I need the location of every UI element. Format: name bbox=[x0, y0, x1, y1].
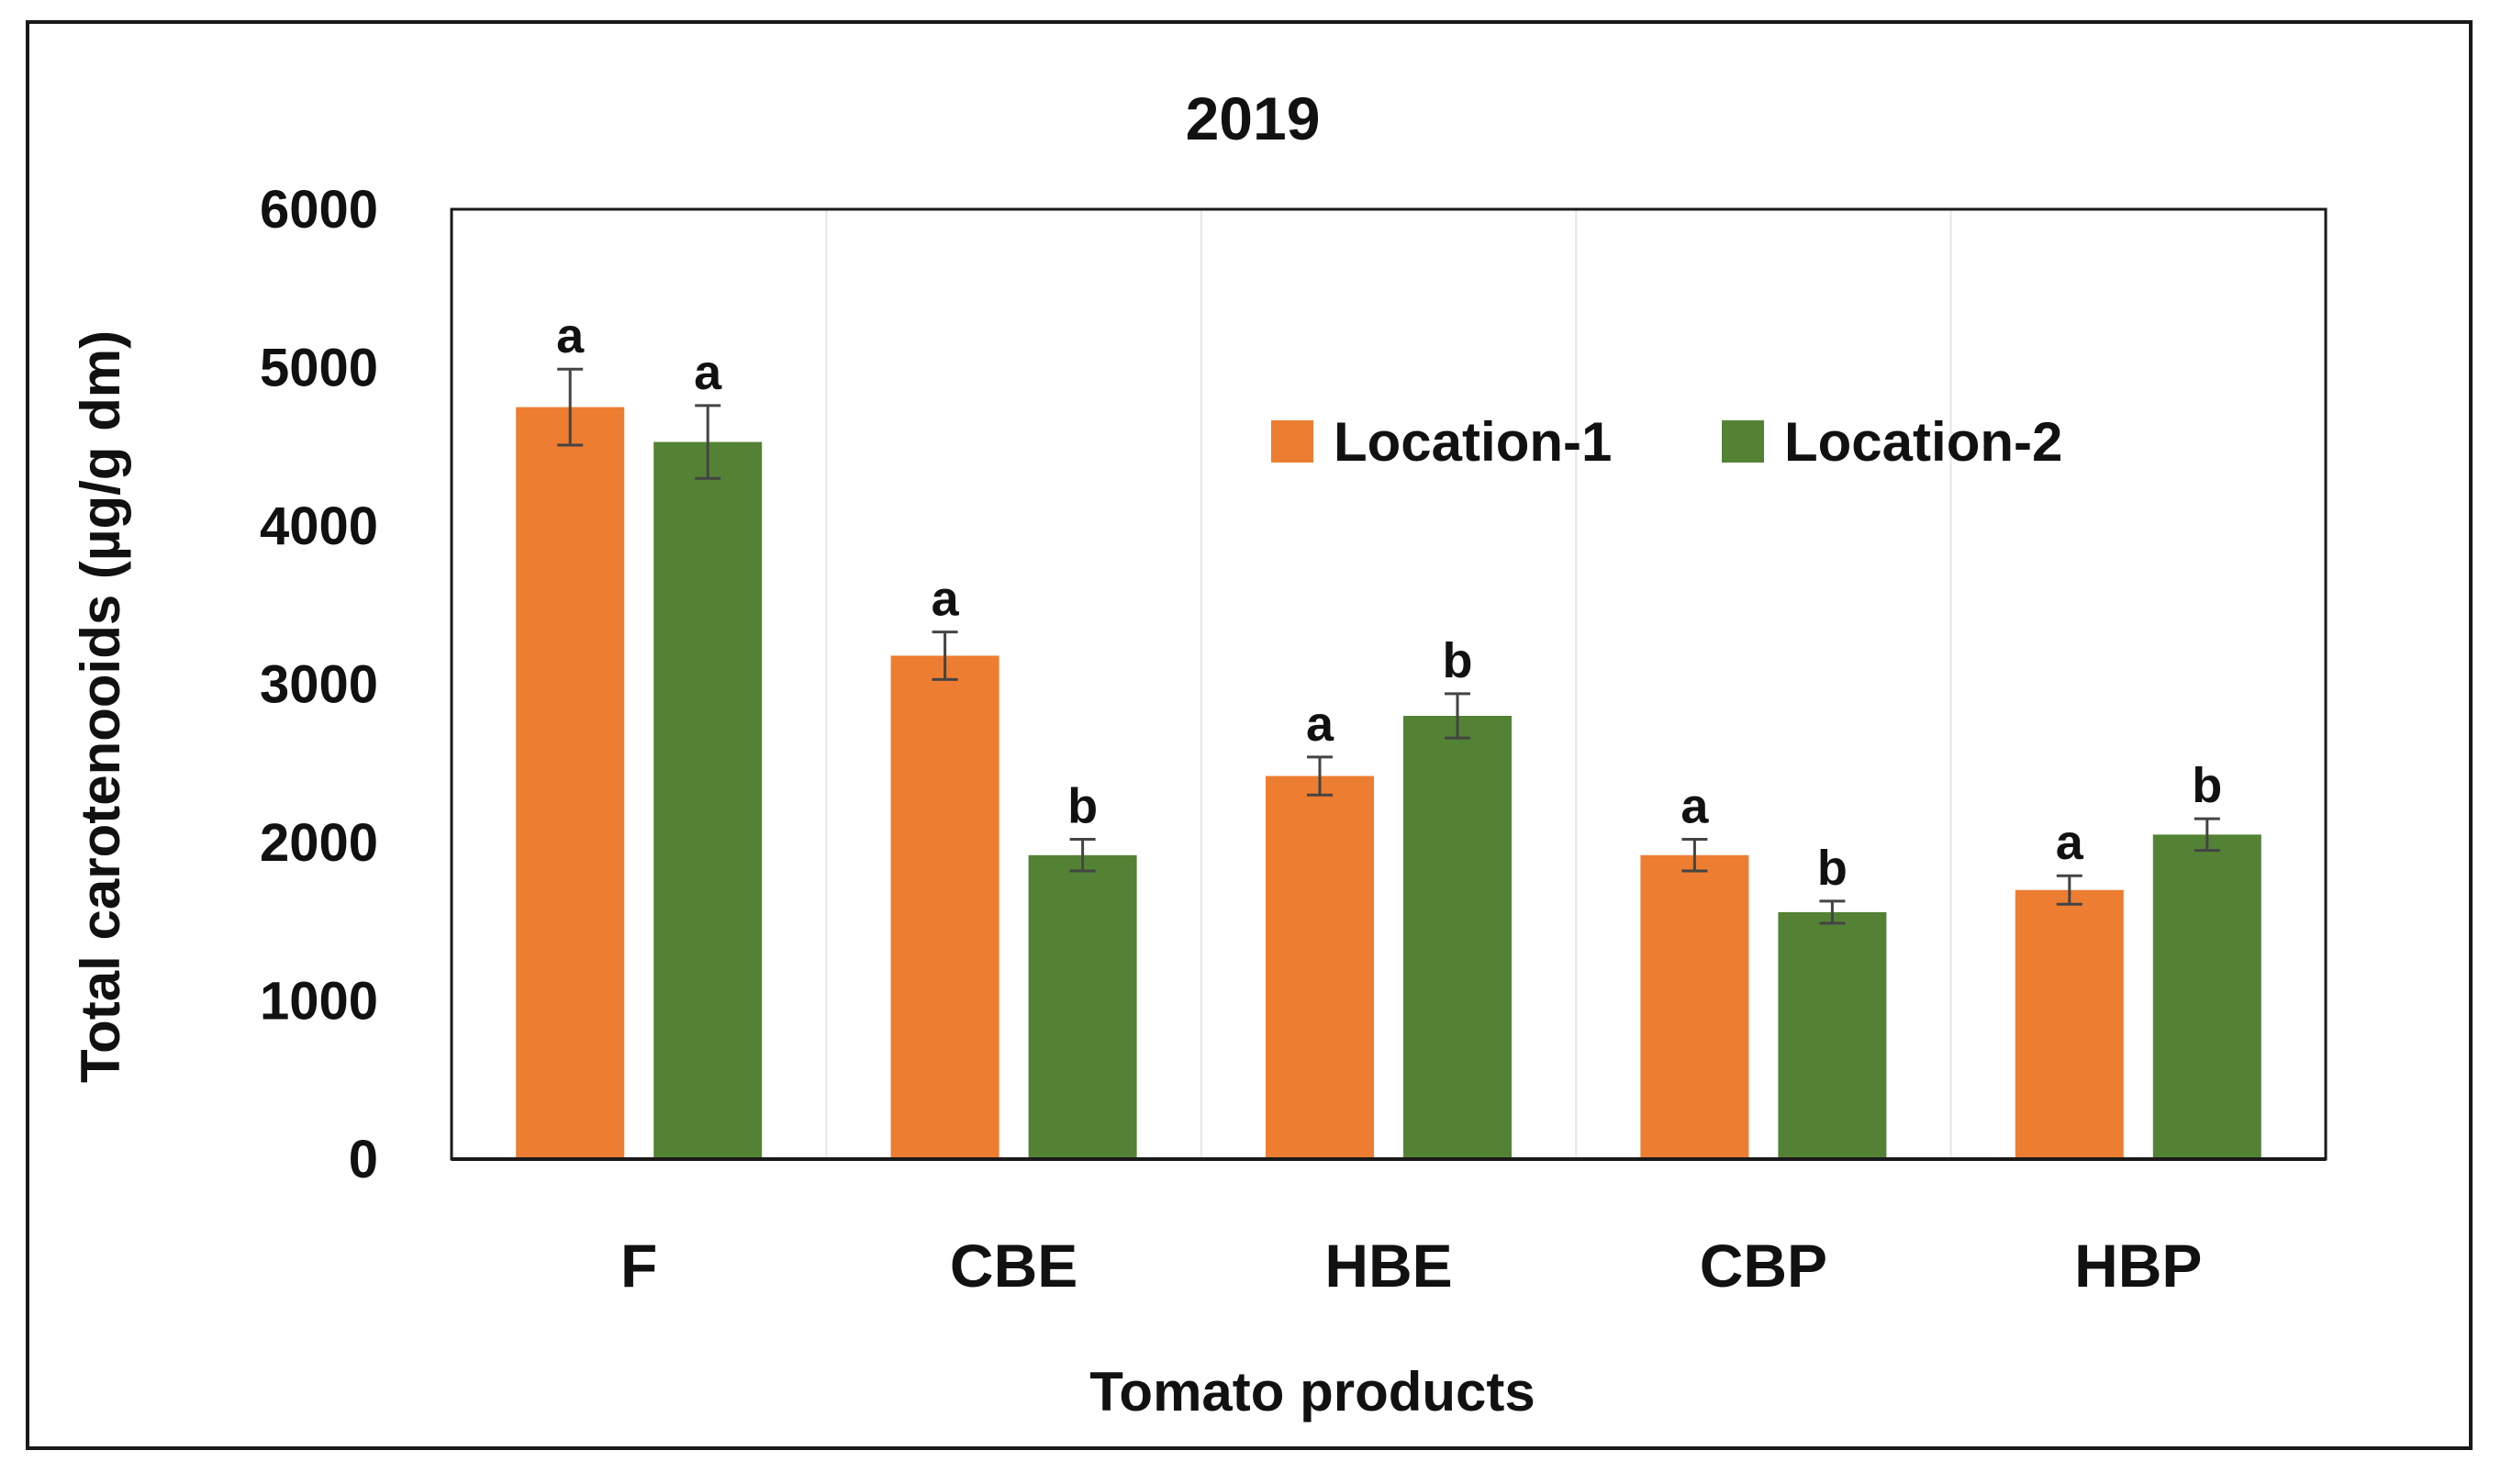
significance-letter: a bbox=[694, 345, 722, 400]
y-tick-label: 1000 bbox=[260, 972, 378, 1032]
y-axis-ticks: 0 1000 2000 3000 4000 5000 6000 bbox=[260, 180, 378, 1189]
chart-title: 2019 bbox=[1186, 84, 1321, 152]
significance-letter: a bbox=[1306, 697, 1334, 752]
y-tick-label: 3000 bbox=[260, 655, 378, 715]
chart-frame bbox=[26, 20, 2473, 1450]
significance-letter: a bbox=[556, 308, 585, 363]
x-axis-label: Tomato products bbox=[1089, 1361, 1535, 1423]
significance-letters: a a a b a b a b a b bbox=[556, 308, 2222, 896]
error-bar bbox=[1819, 899, 1846, 925]
y-tick-label: 5000 bbox=[260, 339, 378, 398]
x-axis-ticks: F CBE HBE CBP HBP bbox=[620, 1232, 2202, 1300]
y-tick-label: 6000 bbox=[260, 180, 378, 240]
significance-letter: a bbox=[1680, 779, 1709, 834]
error-bar bbox=[1681, 838, 1708, 873]
significance-letter: b bbox=[2192, 758, 2222, 813]
bars bbox=[516, 407, 2261, 1159]
error-bar bbox=[1069, 838, 1096, 873]
bar-hbe-location-1 bbox=[1266, 775, 1374, 1159]
y-tick-label: 2000 bbox=[260, 813, 378, 873]
error-bar bbox=[2194, 817, 2220, 853]
error-bar bbox=[2056, 874, 2082, 906]
bar-cbp-location-1 bbox=[1640, 854, 1749, 1159]
error-bars bbox=[557, 367, 2220, 925]
legend-swatch-location-1 bbox=[1271, 420, 1313, 463]
x-tick-label: CBE bbox=[950, 1232, 1077, 1300]
bar-hbp-location-1 bbox=[2015, 889, 2124, 1159]
x-tick-label: HBP bbox=[2074, 1232, 2202, 1300]
grid-lines bbox=[825, 209, 1952, 1159]
legend-label-location-2: Location-2 bbox=[1784, 411, 2062, 473]
legend: Location-1 Location-2 bbox=[1271, 411, 2062, 473]
significance-letter: b bbox=[1067, 779, 1098, 834]
bar-hbe-location-2 bbox=[1403, 716, 1512, 1159]
legend-label-location-1: Location-1 bbox=[1334, 411, 1612, 473]
significance-letter: b bbox=[1817, 841, 1848, 896]
y-tick-label: 4000 bbox=[260, 497, 378, 556]
error-bar bbox=[1445, 692, 1470, 740]
bar-f-location-2 bbox=[653, 441, 763, 1159]
error-bar bbox=[695, 404, 721, 480]
legend-swatch-location-2 bbox=[1722, 420, 1764, 463]
y-tick-label: 0 bbox=[349, 1130, 378, 1189]
x-tick-label: CBP bbox=[1700, 1232, 1827, 1300]
error-bar bbox=[557, 367, 584, 447]
significance-letter: a bbox=[2056, 815, 2084, 870]
significance-letter: b bbox=[1443, 633, 1473, 688]
x-tick-label: F bbox=[620, 1232, 657, 1300]
bar-f-location-1 bbox=[516, 407, 625, 1159]
bar-cbe-location-2 bbox=[1028, 854, 1137, 1159]
y-axis-label: Total carotenooids (µg/g dm) bbox=[70, 330, 131, 1083]
bar-cbe-location-1 bbox=[890, 655, 999, 1159]
significance-letter: a bbox=[932, 572, 960, 627]
bar-cbp-location-2 bbox=[1778, 911, 1887, 1159]
error-bar bbox=[1307, 755, 1333, 797]
x-tick-label: HBE bbox=[1324, 1232, 1452, 1300]
bar-hbp-location-2 bbox=[2152, 834, 2261, 1159]
error-bar bbox=[932, 630, 958, 681]
